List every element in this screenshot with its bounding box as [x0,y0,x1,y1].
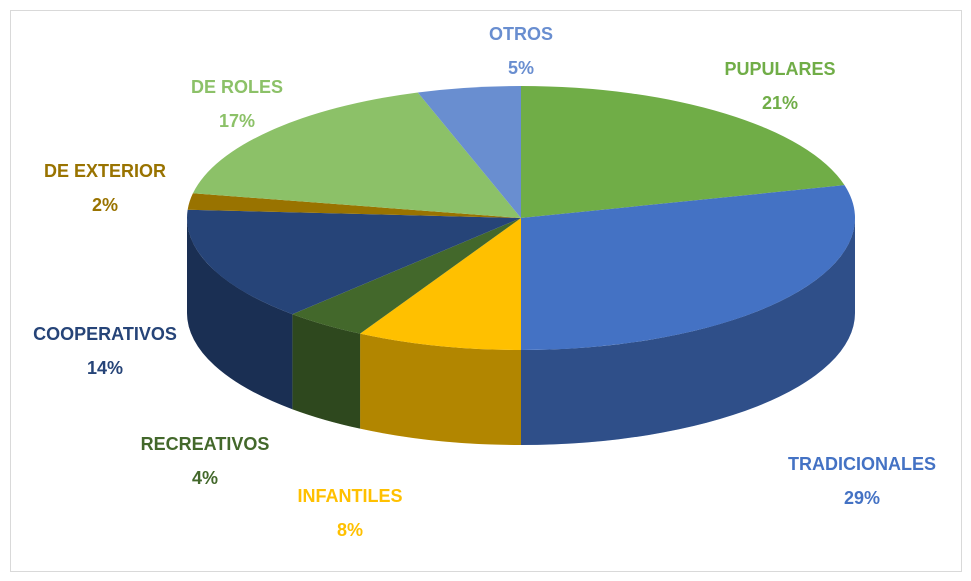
pie-slice [187,209,521,315]
slice-value-label: 21% [762,93,798,113]
slice-label: DE ROLES [191,77,283,97]
pie-slice [417,86,521,218]
pie-side [187,218,293,410]
slice-label: TRADICIONALES [788,454,936,474]
pie-side [521,218,855,445]
slice-value-label: 2% [92,195,118,215]
pie-side [360,333,521,445]
pie-slice [187,193,522,218]
slice-label: DE EXTERIOR [44,161,166,181]
slice-label: INFANTILES [297,486,402,506]
slice-label: OTROS [489,24,553,44]
slice-label: PUPULARES [724,59,835,79]
slice-label: COOPERATIVOS [33,324,177,344]
pie-slice [521,185,856,350]
pie-slice [292,218,521,334]
slice-value-label: 4% [192,468,218,488]
pie-side-shade [292,314,361,429]
slice-label: RECREATIVOS [141,434,270,454]
slice-value-label: 17% [219,111,255,131]
slice-value-label: 29% [844,488,880,508]
pie-side-shade [360,333,521,445]
slice-value-label: 5% [508,58,534,78]
pie-slice [521,86,845,218]
slice-value-label: 8% [337,520,363,540]
pie-slice [192,92,521,218]
slice-value-label: 14% [87,358,123,378]
pie-slice [360,218,521,350]
pie-side [292,314,361,429]
pie-side-shade [187,218,293,410]
pie-side-shade [521,218,855,445]
